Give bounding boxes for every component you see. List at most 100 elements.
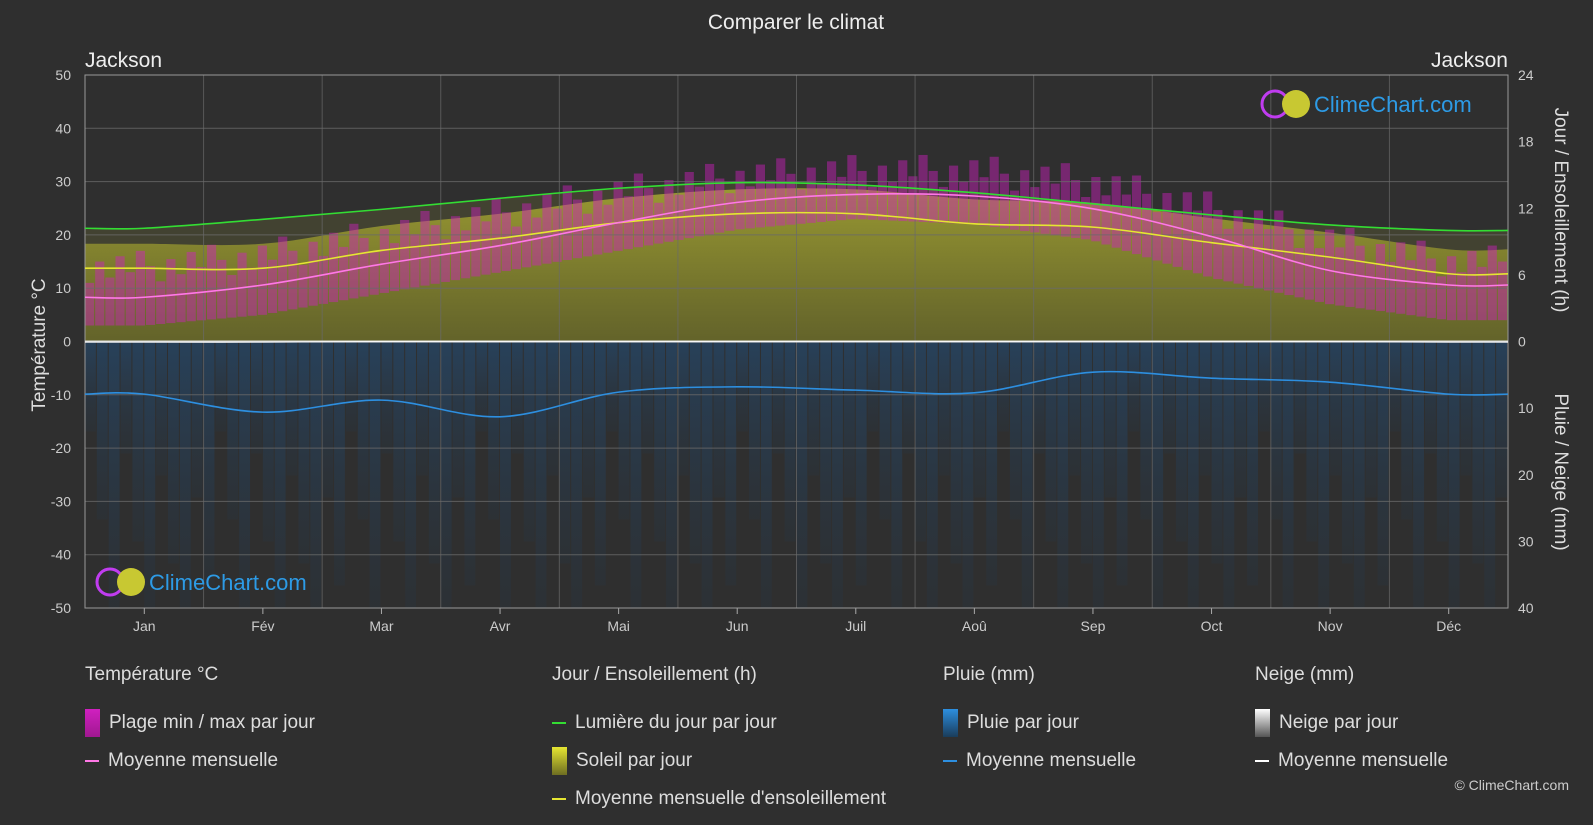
rain-day-bar [310, 341, 322, 608]
temp-range-bar [715, 178, 725, 233]
temp-range-bar [1172, 211, 1182, 267]
y-tick-left: -50 [51, 600, 71, 616]
legend-item: Moyenne mensuelle d'ensoleillement [552, 780, 886, 818]
rain-day-bar [417, 341, 428, 476]
rain-day-bar [808, 341, 820, 476]
swatch-rain [943, 709, 958, 737]
rain-day-bar [915, 341, 926, 542]
legend-sunshine: Jour / Ensoleillement (h) Lumière du jou… [552, 664, 886, 818]
temp-range-bar [1223, 228, 1233, 282]
temp-range-bar [887, 181, 898, 221]
rain-day-bar [1116, 341, 1128, 586]
temp-range-bar [400, 219, 410, 290]
legend-snow: Neige (mm) Neige par jour Moyenne mensue… [1255, 664, 1448, 780]
y-tick-right-top: 24 [1518, 67, 1534, 83]
temp-range-bar [572, 199, 583, 259]
rain-day-bar [879, 341, 891, 520]
legend-item: Lumière du jour par jour [552, 704, 886, 742]
y-axis-right-bottom-label: Pluie / Neige (mm) [1550, 393, 1571, 550]
rain-day-bar [1401, 341, 1413, 520]
rain-day-bar [1045, 341, 1057, 542]
rain-day-bar [1460, 341, 1472, 476]
swatch-sunshine [552, 747, 567, 775]
x-tick-label: Mai [607, 618, 630, 634]
logo-sun-icon [1282, 90, 1310, 118]
temp-range-bar [603, 204, 613, 253]
rain-day-bar [1009, 341, 1021, 520]
temp-range-bar [1386, 261, 1396, 313]
plot-area: 50 40 30 20 10 0 -10 -20 -30 -40 -50 Jan Fév Mar Avr Ma… [51, 67, 1534, 634]
temp-range-bar [166, 259, 176, 324]
legend-item: Plage min / max par jour [85, 704, 315, 742]
rain-day-bar [713, 341, 725, 498]
temp-range-bar [562, 185, 572, 261]
y-tick-left: -20 [51, 440, 71, 456]
rain-day-bar [500, 341, 511, 608]
rain-day-bar [1081, 341, 1092, 564]
rain-day-bar [334, 341, 345, 586]
rain-day-bar [855, 341, 867, 586]
temp-range-bar [898, 160, 908, 222]
rain-day-bar [1199, 341, 1211, 476]
rain-day-bar [832, 341, 843, 608]
rain-day-bar [464, 341, 476, 586]
temp-range-bar [705, 163, 715, 235]
rain-day-bar [274, 341, 286, 608]
temp-range-bar [633, 173, 644, 248]
rain-day-bar [262, 341, 274, 542]
temp-range-bar [664, 180, 674, 242]
legend-label: Moyenne mensuelle [108, 750, 279, 771]
temp-range-bar [857, 170, 867, 220]
rain-day-bar [203, 341, 215, 586]
y-tick-right-top: 0 [1518, 334, 1526, 350]
rain-day-bar [689, 341, 701, 564]
temp-range-bar [115, 256, 125, 326]
rain-day-bar [903, 341, 915, 454]
legend-item: Moyenne mensuelle [85, 742, 315, 780]
rain-day-bar [606, 341, 618, 432]
temp-range-bar [1040, 166, 1050, 234]
temp-range-bar [1304, 229, 1314, 300]
rain-day-bar [393, 341, 405, 542]
rain-day-bar [511, 341, 523, 454]
temp-range-bar [1335, 247, 1345, 306]
temp-range-bar [867, 186, 877, 220]
temp-range-bar [379, 228, 389, 293]
rain-day-bar [974, 341, 986, 498]
temp-range-bar [1294, 247, 1304, 298]
temp-range-bar [938, 186, 948, 223]
rain-day-bar [784, 341, 796, 542]
rain-day-bar [1235, 341, 1247, 498]
rain-day-bar [962, 341, 974, 608]
rain-day-bar [144, 341, 156, 608]
rain-day-bar [1211, 341, 1223, 564]
y-tick-right-bottom: 30 [1518, 533, 1534, 549]
chart-title: Comparer le climat [708, 11, 884, 34]
temp-range-bar [826, 161, 837, 222]
rain-day-bar [1140, 341, 1152, 520]
rain-day-bar [749, 341, 760, 520]
temp-range-bar [328, 232, 339, 303]
rain-day-bar [725, 341, 737, 586]
y-tick-left: 20 [55, 227, 71, 243]
temp-range-bar [1406, 260, 1416, 316]
temp-range-bar [1396, 242, 1406, 314]
legend-item: Neige par jour [1255, 704, 1448, 742]
temp-range-bar [257, 245, 267, 315]
temperature-mean-line [84, 192, 1509, 299]
temp-range-bar [1477, 266, 1487, 321]
legend-snow-title: Neige (mm) [1255, 664, 1355, 685]
y-tick-left: -10 [51, 387, 71, 403]
legend-label: Moyenne mensuelle d'ensoleillement [575, 788, 886, 809]
rain-day-bar [867, 341, 879, 432]
temp-range-bar [1264, 229, 1274, 291]
temp-range-bar [1345, 227, 1355, 307]
temp-range-bar [105, 277, 115, 326]
rain-day-bar [1282, 341, 1294, 608]
rain-day-bar [630, 341, 642, 608]
rain-day-bar [1152, 341, 1164, 608]
temp-range-bar [1457, 272, 1467, 321]
rain-day-bar [654, 341, 666, 542]
y-tick-left: 30 [55, 174, 71, 190]
temp-range-bar [440, 239, 450, 282]
